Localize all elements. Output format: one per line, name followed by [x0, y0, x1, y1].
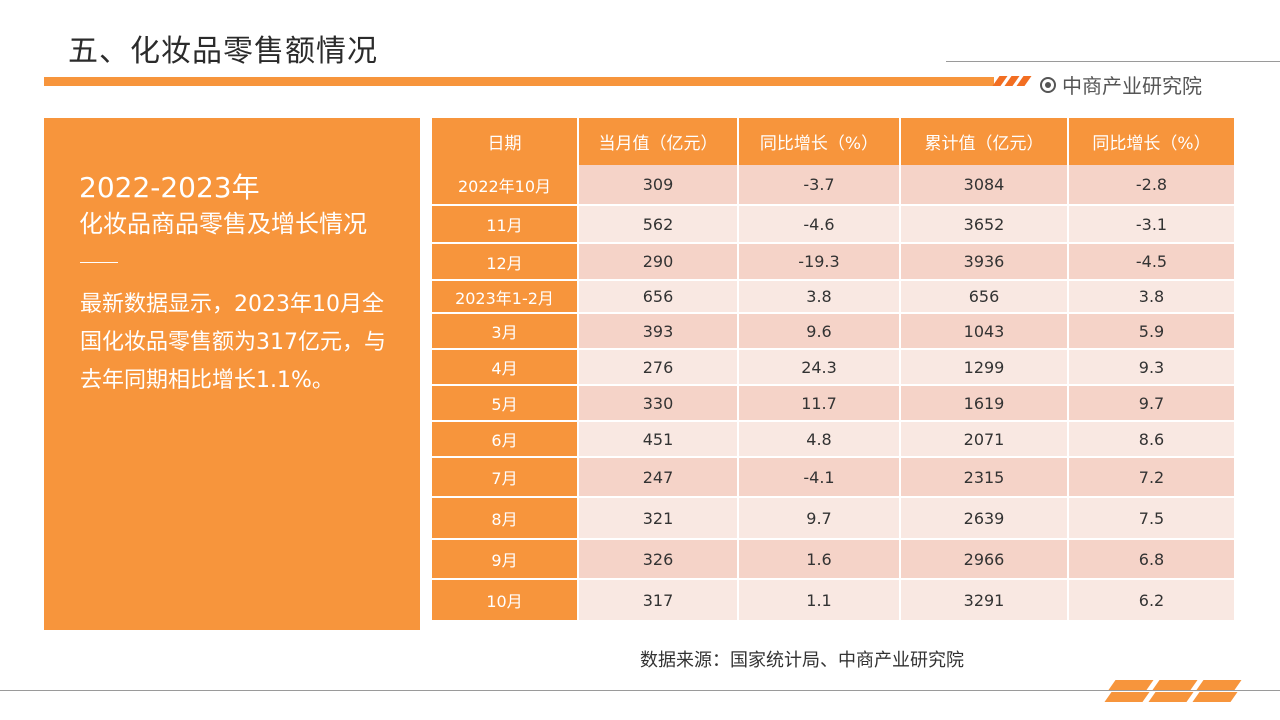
table-cell: 2966	[900, 539, 1069, 580]
table-cell: 11.7	[738, 385, 901, 422]
table-row: 2023年1-2月 656 3.8 656 3.8	[432, 280, 1236, 314]
panel-description: 最新数据显示，2023年10月全国化妆品零售额为317亿元，与去年同期相比增长1…	[80, 292, 386, 393]
table-cell: 247	[578, 457, 739, 498]
table-cell: 4.8	[738, 421, 901, 458]
table-cell: 656	[900, 280, 1069, 314]
table-cell: 5.9	[1068, 313, 1236, 350]
table-cell: 24.3	[738, 349, 901, 386]
header-monthly-growth: 同比增长（%）	[738, 118, 901, 165]
summary-panel: 2022-2023年 化妆品商品零售及增长情况 最新数据显示，2023年10月全…	[44, 118, 420, 630]
table-row: 11月 562 -4.6 3652 -3.1	[432, 205, 1236, 244]
table-row: 6月 451 4.8 2071 8.6	[432, 421, 1236, 458]
table-row: 9月 326 1.6 2966 6.8	[432, 539, 1236, 580]
table-cell: 1299	[900, 349, 1069, 386]
table-cell: -3.1	[1068, 205, 1236, 244]
table-row: 2022年10月 309 -3.7 3084 -2.8	[432, 165, 1236, 206]
table-cell: 393	[578, 313, 739, 350]
header-cumulative-growth: 同比增长（%）	[1068, 118, 1236, 165]
table-cell-date: 6月	[432, 421, 579, 458]
table-cell: -2.8	[1068, 165, 1236, 206]
table-cell: 8.6	[1068, 421, 1236, 458]
stripe	[1196, 680, 1242, 690]
table-cell-date: 3月	[432, 313, 579, 350]
table-cell: 451	[578, 421, 739, 458]
footer-divider-line	[0, 690, 1280, 691]
stripe	[1152, 680, 1198, 690]
table-cell: 562	[578, 205, 739, 244]
table-cell-date: 7月	[432, 457, 579, 498]
table-cell: 6.2	[1068, 579, 1236, 622]
target-circle-icon	[1040, 76, 1056, 93]
table-row: 7月 247 -4.1 2315 7.2	[432, 457, 1236, 498]
stripe	[1016, 76, 1032, 86]
table-cell: 2315	[900, 457, 1069, 498]
table-cell: 1619	[900, 385, 1069, 422]
stripe	[1104, 692, 1150, 702]
table-cell: -4.1	[738, 457, 901, 498]
table-row: 10月 317 1.1 3291 6.2	[432, 579, 1236, 622]
table-cell: 9.6	[738, 313, 901, 350]
table-cell: 9.3	[1068, 349, 1236, 386]
page-title: 五、化妆品零售额情况	[68, 34, 378, 69]
data-source-note: 数据来源：国家统计局、中商产业研究院	[640, 650, 964, 671]
panel-subtitle: 化妆品商品零售及增长情况	[79, 210, 367, 238]
brand-name: 中商产业研究院	[1062, 74, 1202, 98]
panel-year: 2022-2023年	[79, 171, 260, 204]
table-cell: 2071	[900, 421, 1069, 458]
brand-logo: 中商产业研究院	[1040, 70, 1202, 99]
table-cell: 3084	[900, 165, 1069, 206]
table-cell: 276	[578, 349, 739, 386]
retail-sales-table: 日期 当月值（亿元） 同比增长（%） 累计值（亿元） 同比增长（%） 2022年…	[432, 118, 1236, 622]
table-cell: 3291	[900, 579, 1069, 622]
table-cell-date: 5月	[432, 385, 579, 422]
table-cell-date: 2022年10月	[432, 165, 579, 206]
table-cell: 2639	[900, 497, 1069, 540]
table-cell: 9.7	[738, 497, 901, 540]
table-cell: 326	[578, 539, 739, 580]
table-cell: 317	[578, 579, 739, 622]
table-cell: 309	[578, 165, 739, 206]
table-cell: 330	[578, 385, 739, 422]
table-cell: 9.7	[1068, 385, 1236, 422]
table-cell: 1.1	[738, 579, 901, 622]
table-cell: -4.5	[1068, 243, 1236, 281]
stripe	[1192, 692, 1238, 702]
table-row: 4月 276 24.3 1299 9.3	[432, 349, 1236, 386]
table-cell: 1043	[900, 313, 1069, 350]
table-row: 8月 321 9.7 2639 7.5	[432, 497, 1236, 540]
stripe	[1148, 692, 1194, 702]
table-cell: 3.8	[1068, 280, 1236, 314]
stripe	[1108, 680, 1154, 690]
table-cell: 6.8	[1068, 539, 1236, 580]
table-row: 12月 290 -19.3 3936 -4.5	[432, 243, 1236, 281]
table-cell: 3936	[900, 243, 1069, 281]
table-cell: 3.8	[738, 280, 901, 314]
table-cell: 1.6	[738, 539, 901, 580]
table-cell: 3652	[900, 205, 1069, 244]
table-cell: 656	[578, 280, 739, 314]
table-cell: -19.3	[738, 243, 901, 281]
table-row: 3月 393 9.6 1043 5.9	[432, 313, 1236, 350]
header-date: 日期	[432, 118, 579, 165]
table-cell: 7.2	[1068, 457, 1236, 498]
table-cell: 321	[578, 497, 739, 540]
table-cell-date: 4月	[432, 349, 579, 386]
table-cell-date: 9月	[432, 539, 579, 580]
table-cell: 7.5	[1068, 497, 1236, 540]
table-cell-date: 8月	[432, 497, 579, 540]
table-row: 5月 330 11.7 1619 9.7	[432, 385, 1236, 422]
header-monthly-value: 当月值（亿元）	[578, 118, 739, 165]
header-divider-line	[946, 61, 1280, 62]
panel-divider	[80, 262, 118, 263]
table-cell-date: 11月	[432, 205, 579, 244]
table-cell-date: 12月	[432, 243, 579, 281]
table-cell: 290	[578, 243, 739, 281]
table-cell: -3.7	[738, 165, 901, 206]
table-cell-date: 10月	[432, 579, 579, 622]
table-cell: -4.6	[738, 205, 901, 244]
header-cumulative-value: 累计值（亿元）	[900, 118, 1069, 165]
title-underline-bar	[44, 77, 994, 86]
table-cell-date: 2023年1-2月	[432, 280, 579, 314]
table-header-row: 日期 当月值（亿元） 同比增长（%） 累计值（亿元） 同比增长（%）	[432, 118, 1236, 165]
